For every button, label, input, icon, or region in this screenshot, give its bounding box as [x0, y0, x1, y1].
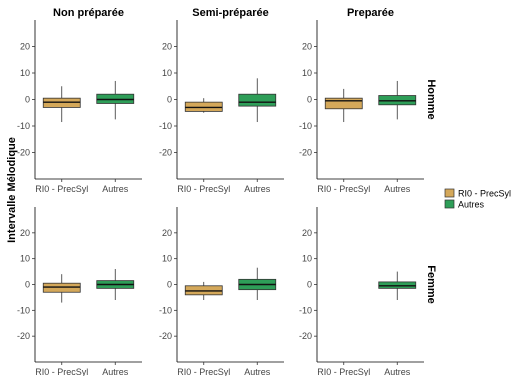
x-tick-label: RI0 - PrecSyl	[35, 367, 88, 376]
panels-layer: -20 -10 0 10 20 RI0 - PrecSyl Autres Non prépar…	[17, 7, 437, 376]
x-tick-label: Autres	[244, 184, 271, 194]
strip-label-homme: Homme	[425, 79, 437, 119]
legend-label-ri0-precsyl: RI0 - PrecSyl	[458, 189, 511, 199]
x-tick-label: Autres	[102, 184, 129, 194]
y-tick-label: -10	[17, 121, 30, 131]
strip-label-non-preparee: Non préparée	[53, 7, 124, 19]
panel-non-preparee-femme: -20 -10 0 10 20 RI0 - PrecSyl Autres	[17, 207, 142, 376]
panel-non-preparee-homme: -20 -10 0 10 20 RI0 - PrecSyl Autres	[17, 20, 142, 194]
y-tick-label: 10	[20, 68, 30, 78]
box-autres	[378, 80, 417, 120]
y-tick-label: 10	[302, 254, 312, 264]
legend-swatch-ri0-precsyl	[444, 188, 455, 198]
y-tick-label: 0	[307, 95, 312, 105]
strip-label-preparee: Preparée	[347, 7, 394, 19]
panel-preparee-femme: -20 -10 0 10 20 RI0 - PrecSyl Autres	[299, 207, 424, 376]
box-autres	[378, 271, 417, 300]
y-tick-label: 10	[162, 68, 172, 78]
y-tick-label: 20	[302, 228, 312, 238]
panel-preparee-homme: -20 -10 0 10 20 RI0 - PrecSyl Autres	[299, 20, 424, 194]
x-tick-label: Autres	[384, 184, 411, 194]
box-autres	[238, 267, 277, 300]
legend-swatch-autres	[444, 199, 455, 209]
x-tick-label: RI0 - PrecSyl	[317, 184, 370, 194]
y-tick-label: -20	[299, 148, 312, 158]
box-autres	[238, 78, 277, 123]
y-tick-label: -10	[159, 305, 172, 315]
y-tick-label: 10	[20, 254, 30, 264]
x-tick-label: Autres	[244, 367, 271, 376]
box-body	[238, 93, 277, 107]
y-tick-label: -20	[17, 148, 30, 158]
y-tick-label: 0	[167, 95, 172, 105]
x-tick-label: Autres	[102, 367, 129, 376]
x-tick-label: RI0 - PrecSyl	[177, 367, 230, 376]
panel-semi-preparee-homme: -20 -10 0 10 20 RI0 - PrecSyl Autres	[159, 20, 284, 194]
y-tick-label: -10	[17, 305, 30, 315]
panel-semi-preparee-femme: -20 -10 0 10 20 RI0 - PrecSyl Autres	[159, 207, 284, 376]
y-tick-label: -20	[17, 331, 30, 341]
y-tick-label: 0	[167, 280, 172, 290]
y-tick-label: 20	[20, 228, 30, 238]
x-tick-label: Autres	[384, 367, 411, 376]
box-body	[324, 97, 363, 110]
box-autres	[96, 269, 135, 300]
strip-label-semi-preparee: Semi-préparée	[192, 7, 268, 19]
y-tick-label: -20	[159, 148, 172, 158]
x-tick-label: RI0 - PrecSyl	[177, 184, 230, 194]
y-tick-label: 20	[20, 42, 30, 52]
x-tick-label: RI0 - PrecSyl	[35, 184, 88, 194]
strip-label-femme: Femme	[425, 265, 437, 304]
y-tick-label: -10	[299, 305, 312, 315]
y-tick-label: 0	[25, 95, 30, 105]
box-ri0-precsyl	[324, 88, 363, 123]
y-tick-label: 0	[307, 280, 312, 290]
box-autres	[96, 80, 135, 120]
y-tick-label: 20	[302, 42, 312, 52]
y-tick-label: 10	[162, 254, 172, 264]
legend-label-autres: Autres	[458, 200, 485, 210]
y-tick-label: 20	[162, 228, 172, 238]
y-tick-label: -10	[299, 121, 312, 131]
y-tick-label: -20	[159, 331, 172, 341]
box-ri0-precsyl	[184, 281, 223, 300]
y-tick-label: -20	[299, 331, 312, 341]
y-tick-label: 10	[302, 68, 312, 78]
y-tick-label: 20	[162, 42, 172, 52]
box-ri0-precsyl	[184, 98, 223, 113]
box-ri0-precsyl	[42, 86, 81, 123]
y-tick-label: -10	[159, 121, 172, 131]
x-tick-label: RI0 - PrecSyl	[317, 367, 370, 376]
box-ri0-precsyl	[42, 274, 81, 303]
y-axis-label: Intervalle Mélodique	[6, 137, 18, 243]
y-tick-label: 0	[25, 280, 30, 290]
